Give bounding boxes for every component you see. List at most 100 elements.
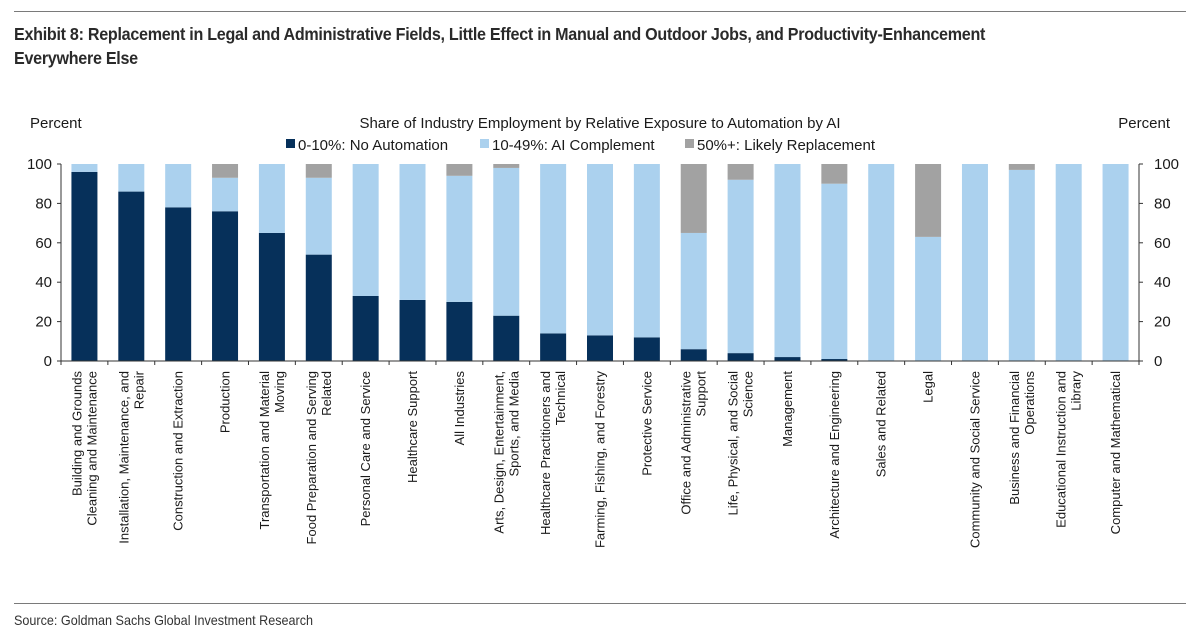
category-label-line: Healthcare Practitioners and: [538, 371, 553, 535]
bar-segment: [399, 299, 426, 361]
bar-segment: [118, 191, 145, 361]
bar-segment: [633, 164, 660, 338]
category-label: Building and GroundsCleaning and Mainten…: [69, 371, 99, 526]
category-label-line: Arts, Design, Entertainment,: [491, 371, 506, 534]
category-label: Installation, Maintenance, andRepair: [116, 370, 146, 543]
bar-segment: [540, 333, 567, 361]
category-label-line: Protective Service: [639, 371, 654, 476]
category-label-line: Farming, Fishing, and Forestry: [593, 371, 608, 549]
category-label-line: Transportation and Material: [257, 371, 272, 530]
y-tick-label-right: 100: [1154, 156, 1179, 173]
legend-label: 50%+: Likely Replacement: [697, 137, 876, 154]
y-tick-label-left: 100: [27, 156, 52, 173]
category-label-line: Personal Care and Service: [358, 371, 373, 526]
bar-segment: [821, 164, 848, 184]
bar-segment: [727, 353, 754, 361]
category-label: Management: [780, 371, 795, 447]
bar-segment: [493, 164, 520, 168]
bar-segment: [446, 175, 473, 302]
y-axis-label-right: Percent: [1118, 115, 1171, 132]
bar-segment: [821, 183, 848, 360]
y-axis-left: 0 20 40 60 80 100: [27, 156, 62, 370]
category-label-line: Life, Physical, and Social: [726, 371, 741, 516]
bar-segment: [399, 164, 426, 300]
category-label-line: Computer and Mathematical: [1108, 371, 1123, 534]
category-label-line: Food Preparation and Serving: [304, 371, 319, 544]
category-label: All Industries: [452, 371, 467, 446]
category-label-line: Business and Financial: [1007, 371, 1022, 505]
bar-segment: [118, 164, 145, 192]
category-label-line: Architecture and Engineering: [827, 371, 842, 539]
bar-segment: [680, 349, 707, 361]
bottom-rule: [14, 603, 1186, 604]
source-note: Source: Goldman Sachs Global Investment …: [14, 612, 314, 628]
bar-segment: [587, 335, 613, 361]
category-label-line: Production: [218, 371, 233, 433]
bar-segment: [680, 164, 707, 233]
bar-segment: [1055, 164, 1082, 361]
category-label: Educational Instruction andLibrary: [1054, 371, 1084, 528]
legend-swatch: [480, 139, 489, 148]
bar-segment: [71, 171, 98, 361]
bar-segment: [1102, 164, 1129, 361]
category-label: Protective Service: [639, 371, 654, 476]
y-tick-label-left: 40: [35, 274, 52, 291]
bar-segment: [633, 337, 660, 361]
y-tick-label-right: 20: [1154, 314, 1171, 331]
bar-segment: [212, 177, 239, 212]
category-label: Office and AdministrativeSupport: [679, 371, 709, 515]
category-label-line: Legal: [921, 371, 936, 403]
category-label: Community and Social Service: [967, 371, 982, 548]
bar-segment: [305, 164, 332, 178]
category-label: Business and FinancialOperations: [1007, 371, 1037, 505]
bar-segment: [868, 164, 895, 361]
category-label-line: All Industries: [452, 371, 467, 446]
stacked-bar-chart: Percent Percent Share of Industry Employ…: [27, 115, 1179, 549]
category-label-line: Construction and Extraction: [171, 371, 186, 531]
category-label-line: Installation, Maintenance, and: [116, 371, 131, 544]
category-label: Healthcare Practitioners andTechnical: [538, 371, 568, 535]
legend-label: 0-10%: No Automation: [298, 137, 448, 154]
category-label: Architecture and Engineering: [827, 371, 842, 539]
category-label-line: Support: [694, 371, 709, 417]
legend-label: 10-49%: AI Complement: [492, 137, 655, 154]
x-axis: Building and GroundsCleaning and Mainten…: [60, 360, 1140, 549]
y-tick-label-right: 40: [1154, 274, 1171, 291]
bar-segment: [305, 177, 332, 255]
y-tick-label-left: 0: [44, 353, 52, 370]
category-label: Legal: [921, 371, 936, 403]
y-tick-label-right: 60: [1154, 235, 1171, 252]
bar-segment: [1008, 169, 1035, 361]
category-label-line: Building and Grounds: [69, 371, 84, 497]
bars: [71, 164, 1129, 361]
category-label-line: Operations: [1022, 371, 1037, 435]
category-label-line: Technical: [553, 371, 568, 425]
bar-segment: [915, 164, 942, 237]
category-label-line: Library: [1069, 371, 1084, 411]
y-tick-label-right: 80: [1154, 195, 1171, 212]
chart-title: Share of Industry Employment by Relative…: [359, 115, 840, 132]
category-label-line: Educational Instruction and: [1054, 371, 1069, 528]
y-tick-label-left: 60: [35, 235, 52, 252]
category-label: Personal Care and Service: [358, 371, 373, 526]
category-label: Computer and Mathematical: [1108, 371, 1123, 534]
y-axis-right: 0 20 40 60 80 100: [1138, 156, 1179, 370]
bar-segment: [212, 211, 239, 361]
category-label-line: Healthcare Support: [405, 371, 420, 483]
category-label-line: Sports, and Media: [506, 370, 521, 476]
bar-segment: [774, 357, 801, 361]
category-label: Food Preparation and ServingRelated: [304, 371, 334, 544]
bar-segment: [587, 164, 613, 336]
bar-segment: [680, 232, 707, 350]
category-label: Construction and Extraction: [171, 371, 186, 531]
bar-segment: [446, 301, 473, 361]
bar-segment: [961, 164, 988, 361]
bar-segment: [165, 207, 192, 361]
bar-segment: [258, 164, 285, 233]
category-label-line: Moving: [272, 371, 287, 413]
bar-segment: [821, 359, 848, 361]
top-rule: [14, 11, 1186, 12]
bar-segment: [493, 167, 520, 316]
legend: 0-10%: No Automation 10-49%: AI Complemen…: [286, 137, 876, 154]
legend-swatch: [685, 139, 694, 148]
